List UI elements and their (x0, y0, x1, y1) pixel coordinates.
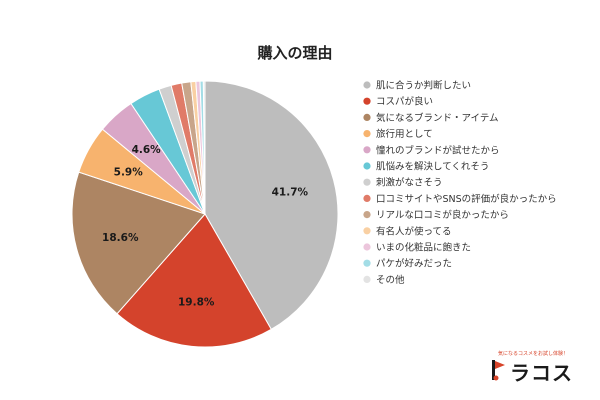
legend: 肌に合うか判断したいコスパが良い気になるブランド・アイテム旅行用として憧れのブラ… (363, 80, 557, 286)
legend-swatch-2 (363, 97, 371, 105)
legend-swatch-3 (363, 113, 371, 121)
brand-logo: 気になるコスメをお試し体験！ ラコス (488, 350, 578, 386)
legend-label-13: その他 (376, 274, 405, 286)
legend-swatch-6 (363, 162, 371, 170)
legend-swatch-5 (363, 146, 371, 154)
legend-swatch-10 (363, 227, 371, 235)
legend-label-8: 口コミサイトやSNSの評価が良かったから (376, 193, 557, 205)
legend-swatch-7 (363, 178, 371, 186)
pie-slice-13 (202, 80, 206, 215)
pie-slice-3 (71, 171, 206, 315)
brand-name: ラコス (510, 361, 573, 385)
brand-tagline: 気になるコスメをお試し体験！ (497, 351, 568, 357)
legend-label-2: コスパが良い (376, 96, 433, 108)
legend-label-12: パケが好みだった (376, 258, 452, 270)
legend-label-1: 肌に合うか判断したい (376, 80, 471, 92)
legend-swatch-12 (363, 259, 371, 267)
legend-label-11: いまの化粧品に飽きた (376, 242, 471, 254)
pie-slice-1 (204, 80, 339, 331)
pie-data-label-5: 4.6% (132, 144, 162, 156)
legend-swatch-11 (363, 243, 371, 251)
pie-data-label-2: 19.8% (178, 296, 215, 308)
legend-label-5: 憧れのブランドが試せたから (376, 144, 500, 156)
pie-slice-2 (116, 213, 272, 348)
legend-label-10: 有名人が使ってる (376, 225, 452, 237)
pie-data-label-3: 18.6% (102, 232, 139, 244)
pie-data-labels: 41.7% 19.8% 18.6% 5.9% 4.6% (102, 144, 308, 308)
legend-label-9: リアルな口コミが良かったから (376, 209, 509, 221)
chart-title: 購入の理由 (256, 44, 332, 62)
legend-swatch-9 (363, 211, 371, 219)
legend-swatch-4 (363, 130, 371, 138)
legend-label-3: 気になるブランド・アイテム (376, 112, 499, 124)
legend-label-7: 刺激がなさそう (376, 177, 443, 189)
pie-slices (71, 80, 339, 348)
flag-icon (492, 360, 505, 381)
pie-data-label-1: 41.7% (272, 186, 309, 198)
legend-swatch-8 (363, 194, 371, 202)
legend-swatch-1 (363, 81, 371, 89)
pie-data-label-4: 5.9% (114, 166, 144, 178)
legend-label-4: 旅行用として (376, 128, 433, 140)
legend-label-6: 肌悩みを解決してくれそう (376, 161, 489, 173)
legend-swatch-13 (363, 275, 371, 283)
